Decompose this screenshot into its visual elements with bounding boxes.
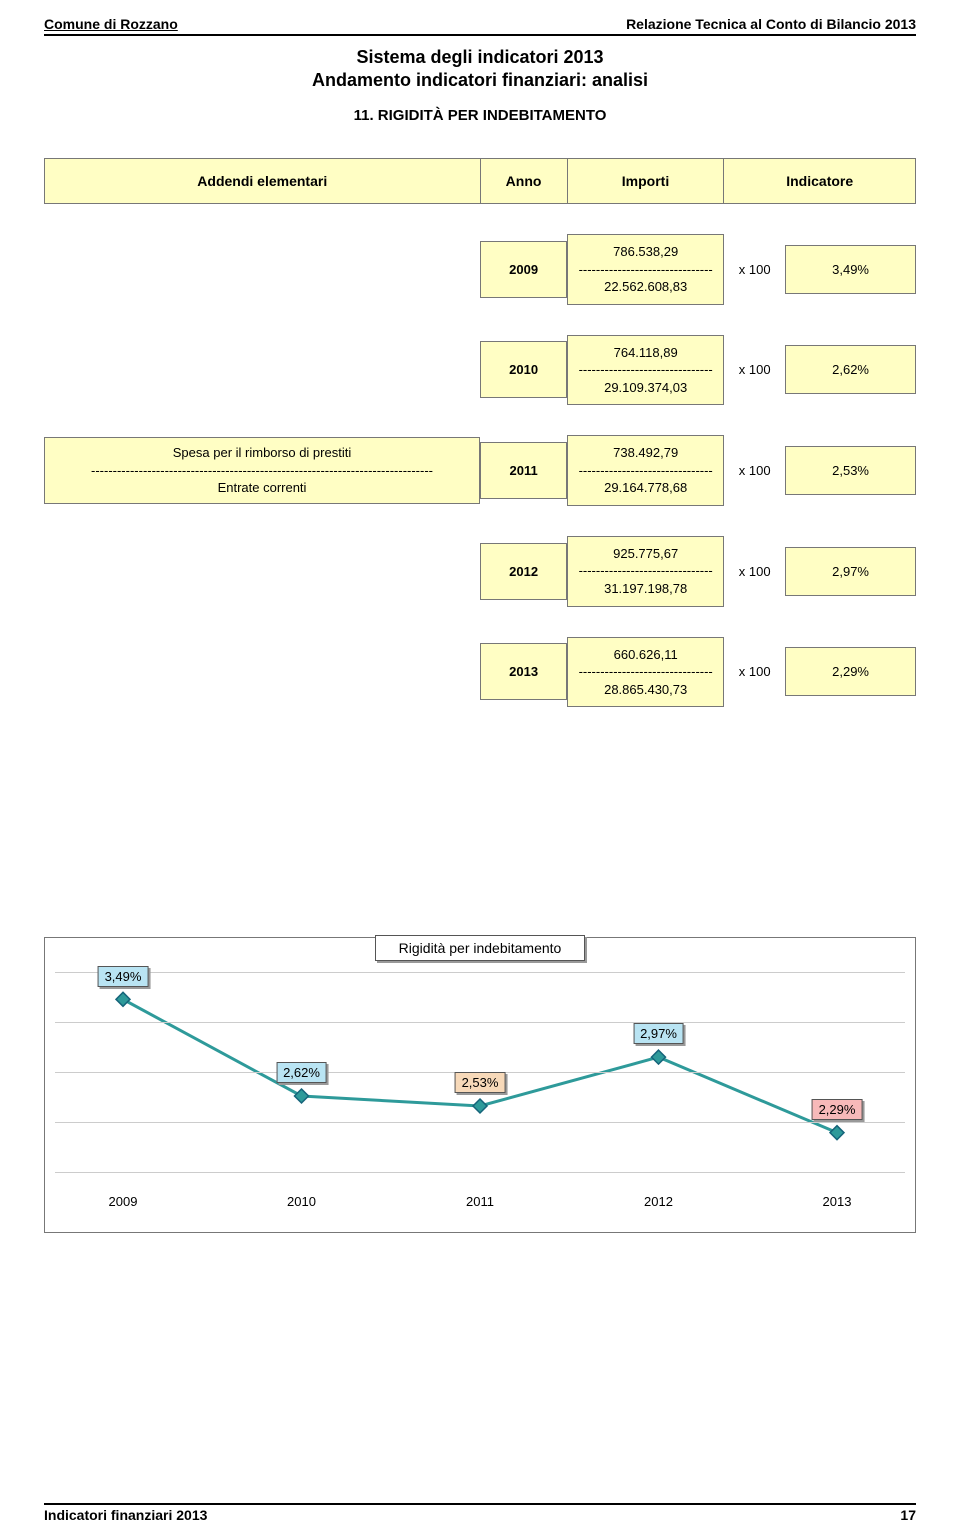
page-footer: Indicatori finanziari 2013 17 [44, 1503, 916, 1523]
importi-cell: 660.626,11------------------------------… [567, 637, 724, 708]
x100-label: x 100 [724, 664, 785, 679]
chart-point-label: 2,53% [455, 1072, 506, 1093]
chart-plot: 3,49%2,62%2,53%2,97%2,29% [55, 972, 905, 1192]
header-left: Comune di Rozzano [44, 16, 178, 32]
x100-label: x 100 [724, 262, 785, 277]
col-anno: Anno [480, 159, 567, 204]
anno-cell: 2012 [480, 543, 567, 600]
chart-gridline [55, 1122, 905, 1123]
data-row: Spesa per il rimborso di prestiti-------… [44, 435, 916, 506]
importi-cell: 764.118,89------------------------------… [567, 335, 724, 406]
chart-point-label: 2,62% [276, 1062, 327, 1083]
footer-left: Indicatori finanziari 2013 [44, 1507, 207, 1523]
title-line1: Sistema degli indicatori 2013 [44, 46, 916, 69]
indicator-cell: 2,62% [785, 345, 916, 394]
chart-x-label: 2012 [644, 1194, 673, 1209]
chart-marker [473, 1099, 487, 1113]
chart-marker [652, 1050, 666, 1064]
chart-gridline [55, 972, 905, 973]
indicator-cell: 2,53% [785, 446, 916, 495]
chart-x-label: 2010 [287, 1194, 316, 1209]
col-indicatore: Indicatore [724, 159, 916, 204]
anno-cell: 2013 [480, 643, 567, 700]
column-headers: Addendi elementari Anno Importi Indicato… [44, 158, 916, 204]
anno-cell: 2011 [480, 442, 567, 499]
chart-x-label: 2011 [466, 1194, 494, 1209]
chart-x-label: 2013 [823, 1194, 852, 1209]
chart-point-label: 3,49% [98, 966, 149, 987]
indicator-cell: 2,97% [785, 547, 916, 596]
anno-cell: 2009 [480, 241, 567, 298]
x100-label: x 100 [724, 362, 785, 377]
chart-marker [295, 1089, 309, 1103]
data-row: 2009786.538,29--------------------------… [44, 234, 916, 305]
chart-gridline [55, 1022, 905, 1023]
importi-cell: 786.538,29------------------------------… [567, 234, 724, 305]
chart-gridline [55, 1172, 905, 1173]
chart-x-axis: 2009 2010 2011 2012 2013 [55, 1194, 905, 1214]
chart-point-label: 2,97% [633, 1023, 684, 1044]
chart-point-label: 2,29% [812, 1099, 863, 1120]
data-row: 2010764.118,89--------------------------… [44, 335, 916, 406]
indicator-cell: 2,29% [785, 647, 916, 696]
addendi-box: Spesa per il rimborso di prestiti-------… [44, 437, 480, 504]
importi-cell: 925.775,67------------------------------… [567, 536, 724, 607]
col-addendi: Addendi elementari [45, 159, 481, 204]
page-header: Comune di Rozzano Relazione Tecnica al C… [44, 16, 916, 36]
data-row: 2012925.775,67--------------------------… [44, 536, 916, 607]
data-row: 2013660.626,11--------------------------… [44, 637, 916, 708]
footer-right: 17 [900, 1507, 916, 1523]
header-right: Relazione Tecnica al Conto di Bilancio 2… [626, 16, 916, 32]
anno-cell: 2010 [480, 341, 567, 398]
indicator-cell: 3,49% [785, 245, 916, 294]
title-line2: Andamento indicatori finanziari: analisi [44, 69, 916, 92]
chart-container: Rigidità per indebitamento 3,49% 2,62% 2,5… [44, 937, 916, 1233]
chart-x-label: 2009 [109, 1194, 138, 1209]
chart-marker [830, 1126, 844, 1140]
x100-label: x 100 [724, 463, 785, 478]
chart-title: Rigidità per indebitamento [375, 935, 585, 961]
col-importi: Importi [567, 159, 724, 204]
chart-marker [116, 993, 130, 1007]
section-subtitle: 11. RIGIDITÀ PER INDEBITAMENTO [44, 107, 916, 124]
x100-label: x 100 [724, 564, 785, 579]
page-title: Sistema degli indicatori 2013 Andamento … [44, 46, 916, 91]
importi-cell: 738.492,79------------------------------… [567, 435, 724, 506]
